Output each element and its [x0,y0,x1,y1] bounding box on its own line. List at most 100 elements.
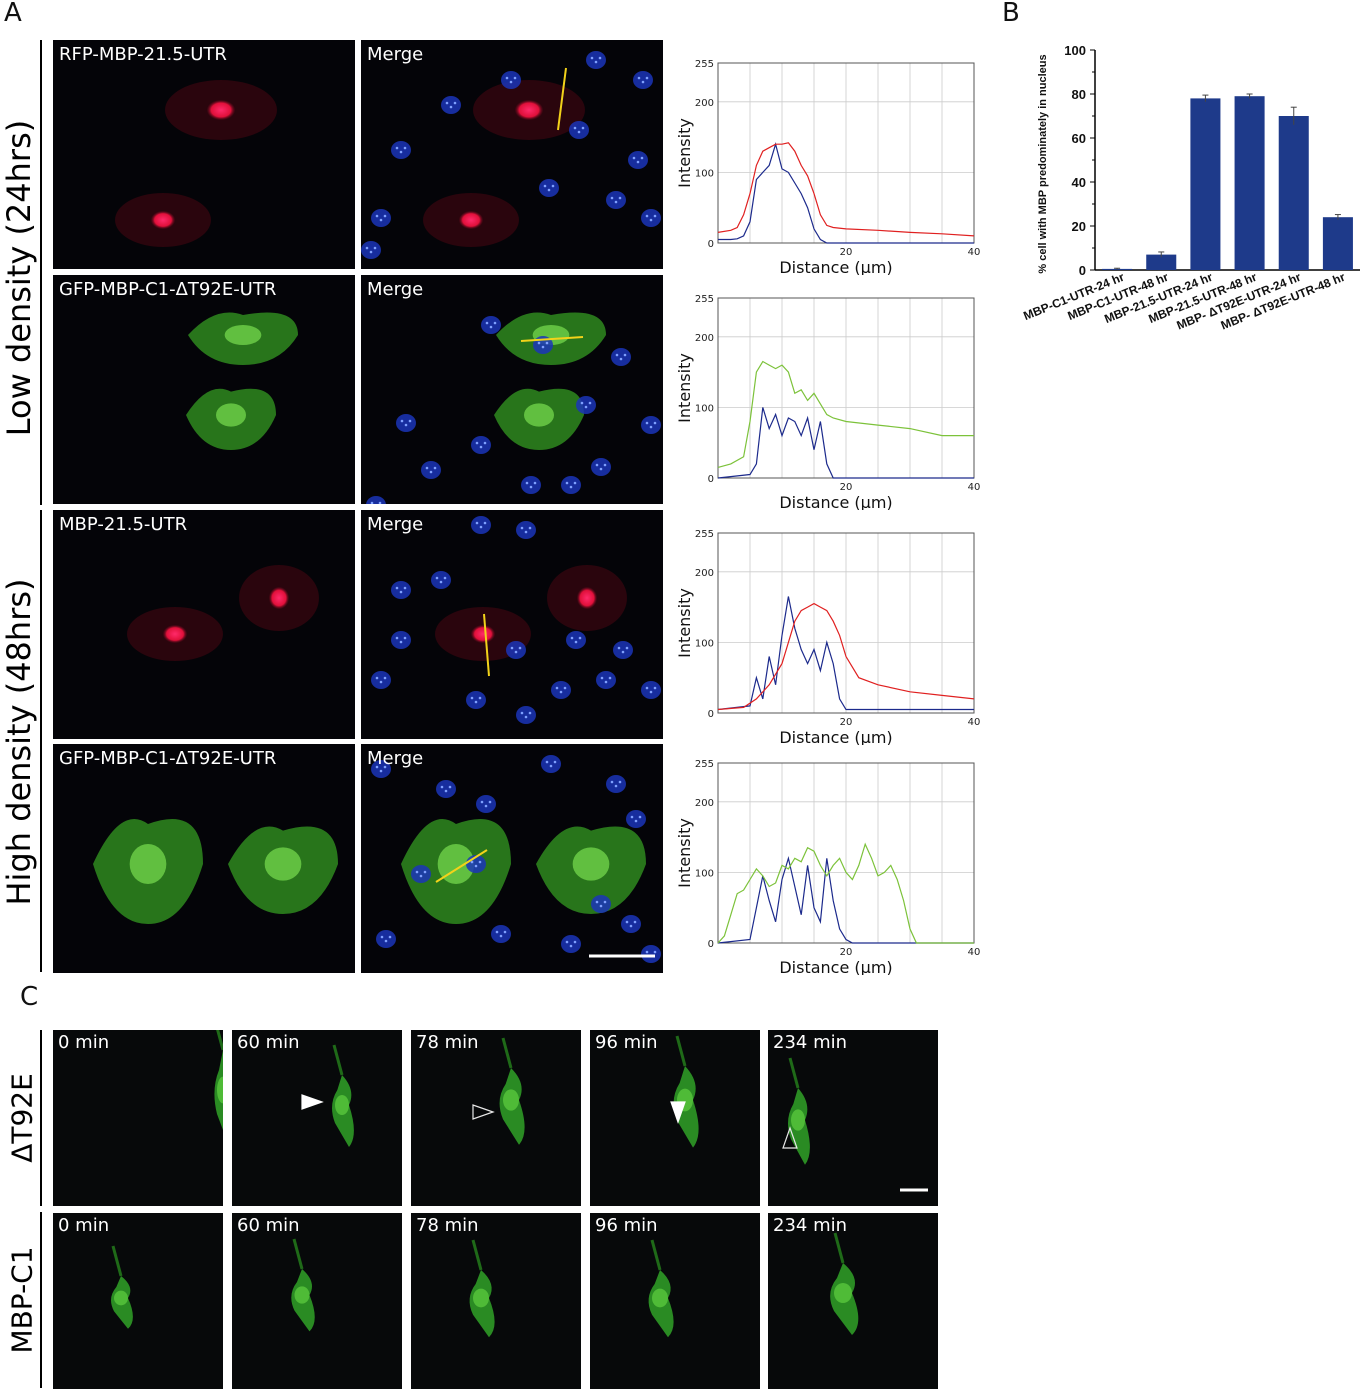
dapi-nucleus [576,396,596,414]
cell-process [111,1245,123,1277]
profile-series-line [717,142,975,237]
dapi-nucleus [411,865,431,883]
y-axis-label: Intensity [675,118,694,188]
dapi-nucleus [431,571,451,589]
open-arrowhead-icon [782,1126,798,1149]
cell-process [833,1232,845,1264]
nuclear-localization-bar-chart: 0 20 40 60 80 100 % cell with MBP predominatel… [1021,43,1360,332]
x-tick-label: 20 [840,717,853,728]
dapi-nucleus [621,915,641,933]
timelapse-frame: 234 min [768,1030,938,1206]
timepoint-label: 234 min [773,1032,848,1053]
dapi-nucleus [569,121,589,139]
dapi-nucleus [613,641,633,659]
timelapse-frame: 78 min [411,1213,581,1389]
cell-core [791,1109,805,1131]
intensity-profile-plot: 0 100 200 255 20 40 Intensity Distance (µm) [675,294,980,510]
dapi-nucleus [611,348,631,366]
line-scan-marker [483,613,490,677]
y-tick-label: 100 [695,403,714,414]
dapi-nucleus [641,416,661,434]
dapi-nucleus [371,671,391,689]
merge-caption: Merge [367,279,424,300]
dapi-nucleus [606,775,626,793]
panel-label-c: C [20,982,39,1012]
merge-caption: Merge [367,44,424,65]
profile-series-line [717,842,974,944]
cell-core [224,325,262,345]
dapi-nucleus [491,925,511,943]
cell-process [650,1239,662,1271]
x-tick-label: 20 [840,247,853,258]
cell-process [292,1238,304,1270]
construct-caption: MBP-21.5-UTR [59,514,188,535]
y-axis-label: Intensity [675,353,694,423]
y-tick-label: 255 [695,294,714,305]
y-tick-label: 200 [695,333,714,344]
x-tick-label: 40 [968,947,981,958]
line-scan-marker [435,849,488,883]
red-nucleus [151,211,175,229]
cell-core [834,1283,852,1303]
cell-process [675,1035,687,1067]
x-axis-label: Distance (µm) [779,728,892,745]
x-tick-label: 20 [840,482,853,493]
merge-micrograph: Merge [361,744,663,973]
dapi-nucleus [591,458,611,476]
cell-core [217,1076,223,1104]
construct-caption: GFP-MBP-C1-ΔT92E-UTR [59,748,277,769]
cell-core [473,1288,489,1308]
dapi-nucleus [506,641,526,659]
cell-process [471,1239,483,1271]
line-scan-marker [520,336,584,342]
dapi-nucleus [441,96,461,114]
bar [1146,254,1177,270]
dapi-nucleus [466,691,486,709]
y-tick-label: 40 [1072,175,1086,190]
dapi-nucleus [391,141,411,159]
bar [1190,98,1221,271]
dapi-nucleus [501,71,521,89]
cell-core [129,844,167,884]
high-density-label: High density (48hrs) [0,578,38,906]
merge-caption: Merge [367,748,424,769]
timelapse-frame: 234 min [768,1213,938,1389]
dapi-nucleus [421,461,441,479]
red-nucleus [207,100,235,120]
y-tick-label: 100 [695,868,714,879]
mbp-c1-bracket [40,1212,42,1388]
dapi-nucleus [641,945,661,963]
red-nucleus [163,625,187,643]
profile-series-line [717,596,974,711]
dapi-nucleus [539,179,559,197]
dapi-nucleus [481,316,501,334]
timelapse-frame: 60 min [232,1030,402,1206]
open-arrowhead-icon [472,1104,495,1120]
cell-process [216,1030,223,1051]
dapi-nucleus [371,209,391,227]
dapi-nucleus [551,681,571,699]
dapi-nucleus [541,755,561,773]
y-tick-label: 0 [1079,263,1086,278]
y-tick-label: 100 [695,168,714,179]
dapi-nucleus [606,191,626,209]
construct-caption: GFP-MBP-C1-ΔT92E-UTR [59,279,277,300]
intensity-profile-plot: 0 100 200 255 20 40 Intensity Distance (µm) [675,529,980,745]
cell-core [335,1095,349,1115]
y-tick-label: 0 [708,474,714,485]
dapi-nucleus [391,581,411,599]
dapi-nucleus [376,930,396,948]
y-tick-label: 100 [695,638,714,649]
intensity-profile-plot: 0 100 200 255 20 40 Intensity Distance (µm) [675,759,981,975]
timelapse-frame: 96 min [590,1213,760,1389]
timelapse-frame: 60 min [232,1213,402,1389]
dapi-nucleus [628,151,648,169]
dapi-nucleus [641,681,661,699]
merge-micrograph: Merge [361,275,663,504]
channel-micrograph: RFP-MBP-21.5-UTR [53,40,355,269]
line-scan-marker [557,67,567,131]
dapi-nucleus [626,810,646,828]
timepoint-label: 0 min [58,1032,110,1053]
cell-process [788,1057,800,1089]
dapi-nucleus [476,795,496,813]
